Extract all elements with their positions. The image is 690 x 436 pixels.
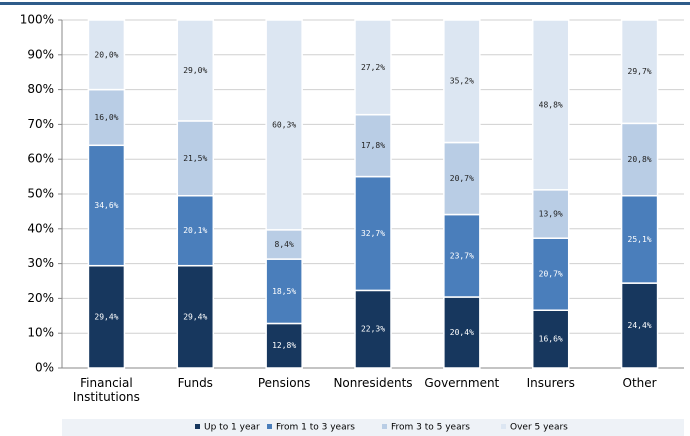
y-tick-label: 100%	[20, 13, 54, 27]
value-label: 20,1%	[183, 226, 207, 235]
bar-segment	[354, 113, 392, 178]
value-label: 21,5%	[183, 154, 207, 163]
y-tick-label: 10%	[27, 326, 54, 340]
bar-segment	[443, 141, 481, 216]
legend-swatch	[267, 424, 272, 429]
value-label: 25,1%	[628, 235, 652, 244]
value-label: 48,8%	[539, 100, 563, 109]
bar-segment	[87, 19, 126, 91]
value-label: 17,8%	[361, 141, 385, 150]
legend-swatch	[382, 424, 387, 429]
value-label: 24,4%	[628, 321, 652, 330]
x-tick-label: Funds	[177, 376, 213, 390]
legend-label: From 3 to 5 years	[391, 423, 470, 433]
value-label: 22,3%	[361, 325, 385, 334]
x-tick-label: Nonresidents	[333, 376, 413, 390]
x-tick-label: Other	[622, 376, 657, 390]
value-label: 20,0%	[94, 50, 118, 59]
bar-segment	[620, 194, 659, 284]
y-tick-label: 0%	[35, 361, 54, 375]
value-label: 20,7%	[539, 270, 563, 279]
value-label: 35,2%	[450, 77, 474, 86]
value-label: 20,7%	[450, 174, 474, 183]
value-label: 60,3%	[272, 120, 296, 129]
value-label: 32,7%	[361, 229, 385, 238]
bar-segment	[443, 19, 481, 144]
value-label: 27,2%	[361, 63, 385, 72]
value-label: 34,6%	[94, 201, 118, 210]
bar-segment	[531, 19, 570, 191]
value-label: 18,5%	[272, 287, 296, 296]
x-tick-label: Insurers	[526, 376, 575, 390]
y-tick-label: 30%	[27, 256, 54, 270]
bar-segment	[620, 19, 659, 125]
bar-segment	[354, 289, 392, 369]
x-tick-label: Pensions	[257, 376, 311, 390]
value-label: 13,9%	[539, 210, 563, 219]
y-tick-label: 70%	[27, 117, 54, 131]
legend-bg	[62, 419, 684, 436]
value-label: 12,8%	[272, 341, 296, 350]
bar-segment	[265, 322, 303, 369]
value-label: 20,8%	[628, 155, 652, 164]
y-tick-label: 60%	[27, 152, 54, 166]
y-tick-label: 50%	[27, 187, 54, 201]
bar-segment	[265, 258, 303, 325]
top-rule	[0, 2, 690, 5]
value-label: 8,4%	[275, 240, 294, 249]
value-label: 16,0%	[94, 113, 118, 122]
legend-swatch	[195, 424, 200, 429]
x-tick-label: Government	[424, 376, 500, 390]
y-tick-label: 80%	[27, 82, 54, 96]
value-label: 29,4%	[183, 312, 207, 321]
bar-segment	[265, 19, 303, 231]
value-label: 29,7%	[628, 67, 652, 76]
legend-label: Up to 1 year	[204, 423, 260, 433]
bar-segment	[531, 237, 570, 311]
bar-segment	[176, 19, 215, 122]
legend-label: Over 5 years	[510, 423, 568, 433]
value-label: 16,6%	[539, 335, 563, 344]
x-tick-label: Financial Institutions	[72, 376, 140, 404]
bar-segment	[354, 19, 392, 116]
y-tick-label: 20%	[27, 291, 54, 305]
y-tick-label: 40%	[27, 221, 54, 235]
legend-swatch	[501, 424, 506, 429]
bar-segment	[620, 282, 659, 369]
bar-segment	[87, 264, 126, 369]
value-label: 23,7%	[450, 251, 474, 260]
y-tick-label: 90%	[27, 47, 54, 61]
bar-segment	[443, 296, 481, 369]
bar-segment	[87, 144, 126, 267]
value-label: 29,4%	[94, 312, 118, 321]
value-label: 20,4%	[450, 328, 474, 337]
bar-segment	[176, 120, 215, 197]
value-label: 29,0%	[183, 66, 207, 75]
legend-label: From 1 to 3 years	[276, 423, 355, 433]
